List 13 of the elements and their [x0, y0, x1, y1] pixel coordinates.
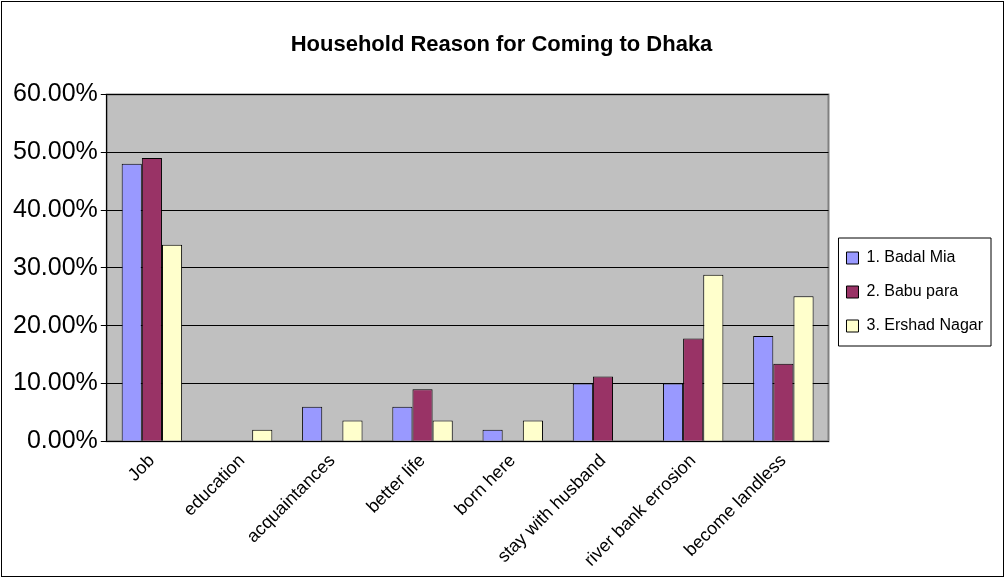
- y-tick-label: 50.00%: [12, 136, 98, 165]
- y-tick-label: 10.00%: [12, 367, 98, 396]
- y-tick-label: 20.00%: [12, 309, 98, 338]
- y-tick-label: 30.00%: [12, 251, 98, 280]
- y-tick-label: 40.00%: [12, 193, 98, 222]
- chart-title: Household Reason for Coming to Dhaka: [290, 31, 714, 57]
- legend-label: 2. Babu para: [866, 282, 959, 300]
- x-tick-label: Job: [123, 450, 159, 485]
- x-tick-label: born here: [450, 450, 520, 519]
- legend-label: 1. Badal Mia: [866, 248, 956, 266]
- legend-label: 3. Ershad Nagar: [866, 316, 984, 334]
- y-tick-label: 0.00%: [26, 425, 98, 454]
- y-tick-label: 60.00%: [12, 78, 98, 107]
